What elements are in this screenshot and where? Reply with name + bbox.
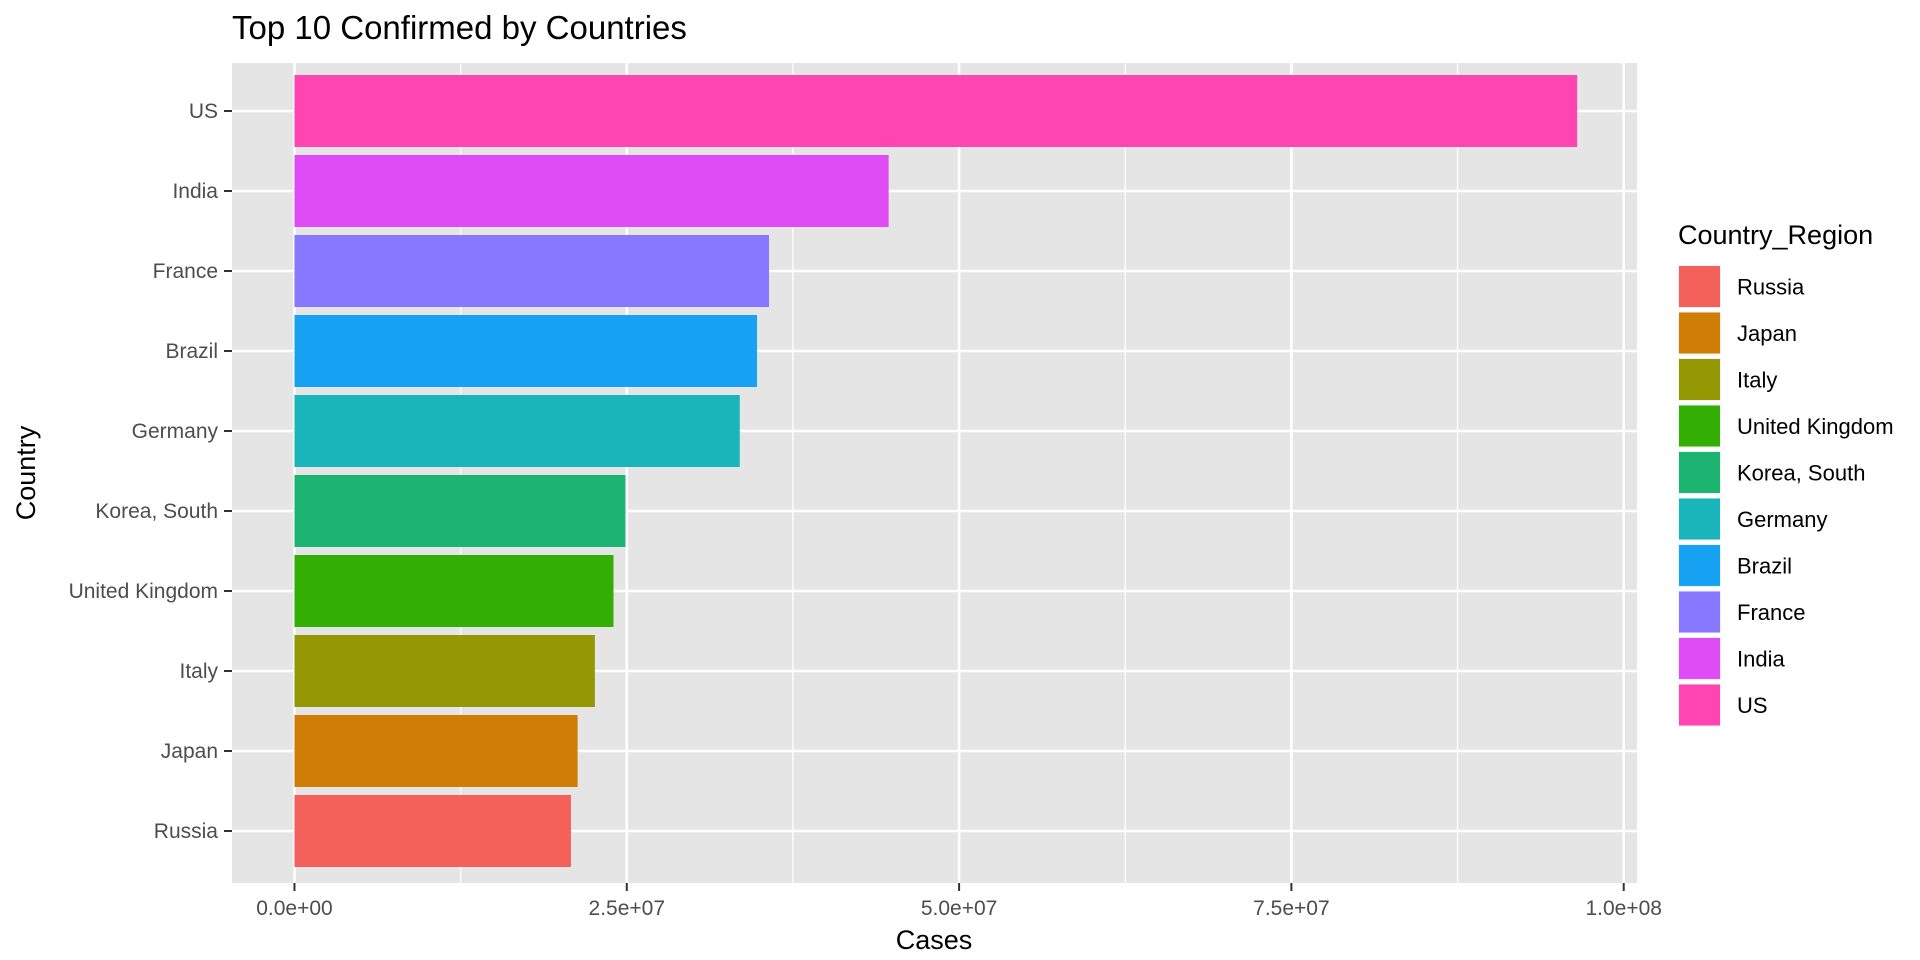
legend-swatch-germany xyxy=(1679,498,1720,540)
legend-label: Brazil xyxy=(1737,554,1792,579)
bar-korea-south xyxy=(294,475,626,547)
legend-swatch-united-kingdom xyxy=(1679,405,1720,447)
bar-france xyxy=(294,235,770,307)
legend-swatch-russia xyxy=(1679,266,1720,307)
y-tick-label: Russia xyxy=(154,820,219,843)
legend-swatch-brazil xyxy=(1679,545,1720,586)
legend-label: Korea, South xyxy=(1737,461,1865,486)
legend-swatch-us xyxy=(1679,684,1720,726)
x-tick-label: 5.0e+07 xyxy=(921,897,998,920)
legend-items: Russia Japan Italy United Kingdom Korea, Sou… xyxy=(1678,265,1894,727)
legend-title: Country_Region xyxy=(1678,220,1873,250)
y-tick-label: United Kingdom xyxy=(69,580,218,603)
legend-label: Russia xyxy=(1737,275,1805,300)
y-axis: US India France Brazil Germany Korea, South Un… xyxy=(69,100,232,843)
legend-swatch-italy xyxy=(1679,359,1720,400)
x-axis-title: Cases xyxy=(896,925,973,955)
bars xyxy=(294,75,1578,867)
y-tick-label: France xyxy=(153,260,218,283)
legend-label: Italy xyxy=(1737,368,1777,393)
legend-label: Japan xyxy=(1737,321,1797,346)
legend-swatch-india xyxy=(1679,638,1720,679)
y-axis-title: Country xyxy=(11,425,41,520)
y-tick-label: Brazil xyxy=(165,340,218,363)
bar-russia xyxy=(294,795,571,867)
legend-swatch-france xyxy=(1679,591,1720,633)
bar-brazil xyxy=(294,315,758,387)
bar-italy xyxy=(294,635,595,707)
legend-label: India xyxy=(1737,647,1785,672)
bar-us xyxy=(294,75,1578,147)
x-axis: 0.0e+00 2.5e+07 5.0e+07 7.5e+07 1.0e+08 xyxy=(256,883,1662,920)
x-tick-label: 0.0e+00 xyxy=(256,897,333,920)
bar-germany xyxy=(294,395,740,467)
x-tick-label: 7.5e+07 xyxy=(1253,897,1330,920)
chart-title: Top 10 Confirmed by Countries xyxy=(232,9,687,46)
y-tick-label: Italy xyxy=(179,660,218,683)
y-tick-label: Germany xyxy=(132,420,219,443)
x-tick-label: 2.5e+07 xyxy=(589,897,666,920)
bar-india xyxy=(294,155,889,227)
y-tick-label: Japan xyxy=(161,740,218,763)
legend-label: US xyxy=(1737,693,1768,718)
legend-label: United Kingdom xyxy=(1737,414,1894,439)
bar-united-kingdom xyxy=(294,555,614,627)
legend-swatch-japan xyxy=(1679,312,1720,354)
legend-swatch-korea-south xyxy=(1679,452,1720,493)
legend-label: Germany xyxy=(1737,507,1827,532)
bar-japan xyxy=(294,715,578,787)
y-tick-label: Korea, South xyxy=(95,500,218,523)
legend: Country_Region Russia Japan Italy United Ki… xyxy=(1678,220,1894,727)
y-tick-label: India xyxy=(172,180,218,203)
legend-label: France xyxy=(1737,600,1805,625)
x-tick-label: 1.0e+08 xyxy=(1585,897,1662,920)
y-tick-label: US xyxy=(189,100,218,123)
